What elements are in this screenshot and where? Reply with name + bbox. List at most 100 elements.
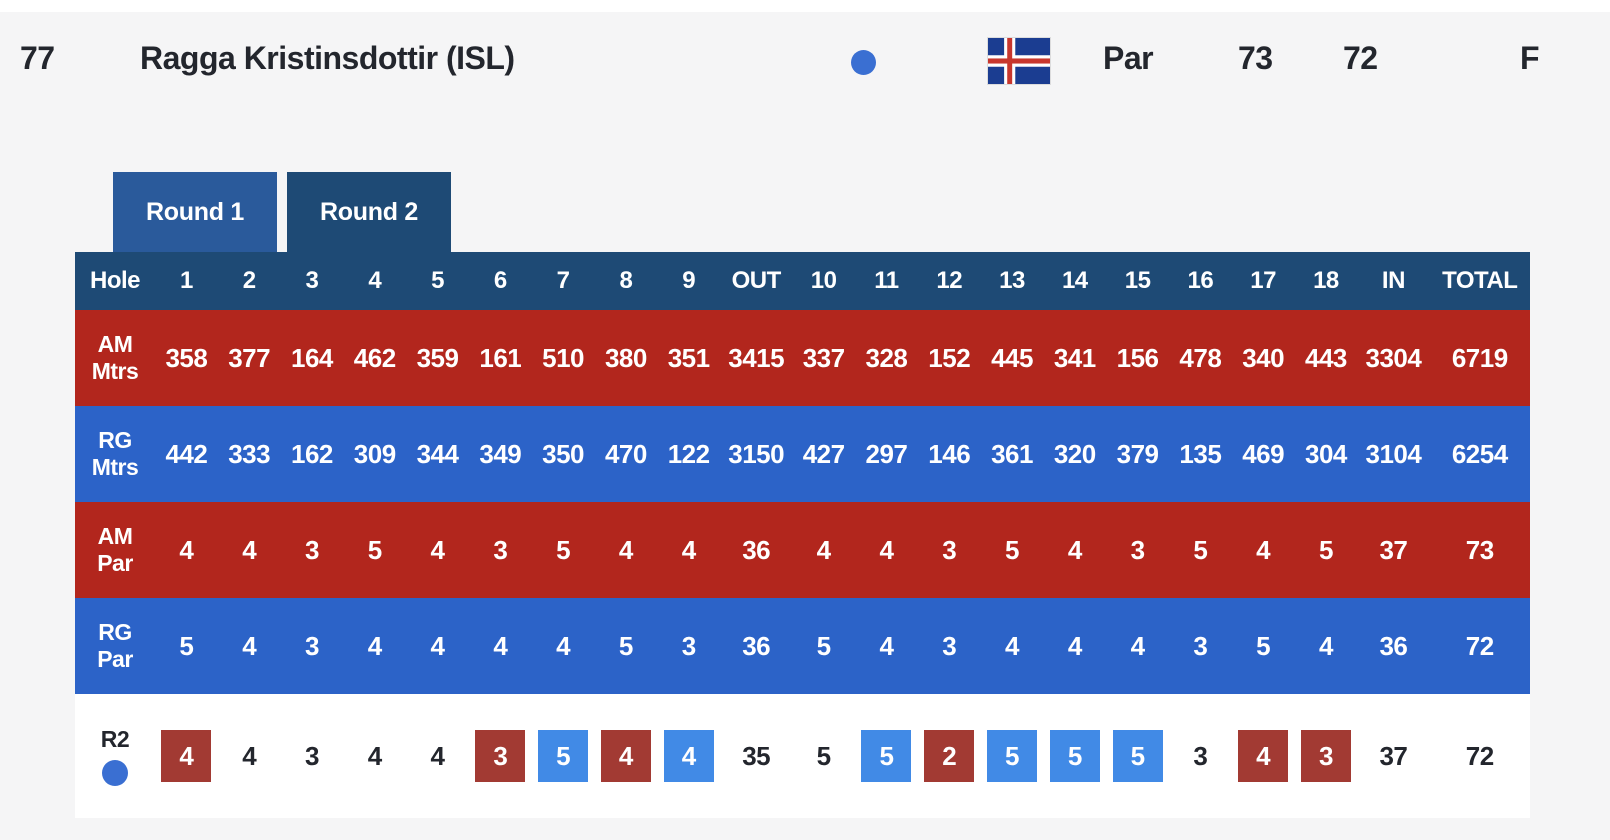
score-cell: 5	[1043, 730, 1106, 782]
column-header: 8	[619, 267, 633, 294]
score-cell: 5	[981, 730, 1044, 782]
value-cell: 161	[479, 342, 522, 373]
course-par-value: 73	[1238, 40, 1273, 76]
value-cell: 350	[542, 438, 585, 469]
score-cell: 72	[1465, 740, 1494, 771]
score-cell: 35	[742, 740, 771, 771]
scorecard-row-am-par: AM Par 4 4 3 5 4 3 5 4 4 36 4 4 3 5 4 3 5 4 5 37 73	[75, 502, 1530, 598]
value-cell: 351	[667, 342, 710, 373]
score-cell: 4	[367, 740, 382, 771]
value-cell: 122	[667, 438, 710, 469]
value-cell: 5	[556, 534, 571, 565]
value-cell: 4	[179, 534, 194, 565]
column-header: 3	[305, 267, 319, 294]
value-cell: 3	[942, 534, 957, 565]
value-cell: 4	[493, 630, 508, 661]
value-cell: 333	[228, 438, 271, 469]
value-cell: 309	[353, 438, 396, 469]
value-cell: 3	[681, 630, 696, 661]
column-header: 12	[936, 267, 963, 294]
value-cell: 3150	[728, 438, 785, 469]
row-label: RG Par	[97, 618, 133, 672]
column-header: OUT	[731, 267, 782, 294]
value-cell: 320	[1053, 438, 1096, 469]
score-cell: 4	[657, 730, 720, 782]
column-header: TOTAL	[1442, 267, 1518, 294]
value-cell: 462	[353, 342, 396, 373]
value-cell: 4	[1067, 630, 1082, 661]
tab-round-2[interactable]: Round 2	[287, 172, 451, 252]
value-cell: 4	[367, 630, 382, 661]
value-cell: 470	[604, 438, 647, 469]
value-cell: 328	[865, 342, 908, 373]
row-label-r2: R2	[75, 726, 155, 786]
round-tabs: Round 1 Round 2	[113, 172, 451, 252]
value-cell: 5	[367, 534, 382, 565]
round-status: F	[1520, 40, 1540, 76]
scorecard-row-rg-par: RG Par 5 4 3 4 4 4 4 5 3 36 5 4 3 4 4 4 3 5 4 36 72	[75, 598, 1530, 694]
value-cell: 6719	[1451, 342, 1508, 373]
score-cell: 5	[816, 740, 831, 771]
score-cell: 5	[1106, 730, 1169, 782]
column-header: IN	[1381, 267, 1406, 294]
value-cell: 146	[928, 438, 971, 469]
value-cell: 510	[542, 342, 585, 373]
value-cell: 337	[802, 342, 845, 373]
score-box-birdie: 4	[600, 730, 651, 782]
value-cell: 36	[1379, 630, 1408, 661]
column-header-hole: Hole	[89, 266, 141, 294]
value-cell: 135	[1179, 438, 1222, 469]
value-cell: 3	[942, 630, 957, 661]
value-cell: 4	[1005, 630, 1019, 661]
value-cell: 427	[802, 438, 845, 469]
value-cell: 4	[816, 534, 831, 565]
score-cell: 37	[1379, 740, 1408, 771]
value-cell: 3104	[1365, 438, 1422, 469]
iceland-flag-icon	[988, 38, 1050, 84]
player-name: Ragga Kristinsdottir (ISL)	[140, 40, 515, 76]
value-cell: 36	[742, 630, 771, 661]
column-header: 13	[999, 267, 1025, 294]
score-box-bogey: 5	[1112, 730, 1163, 782]
value-cell: 5	[1005, 534, 1019, 565]
column-header: 16	[1187, 267, 1214, 294]
score-cell: 3	[469, 730, 532, 782]
value-cell: 359	[416, 342, 459, 373]
column-header: 11	[874, 267, 899, 294]
value-cell: 162	[291, 438, 333, 469]
value-cell: 3	[1193, 630, 1208, 661]
score-cell: 5	[855, 730, 918, 782]
column-header: 1	[179, 267, 193, 294]
score-cell: 3	[1193, 740, 1208, 771]
value-cell: 442	[165, 438, 208, 469]
value-cell: 152	[928, 342, 971, 373]
column-header: 18	[1313, 267, 1339, 294]
value-cell: 164	[291, 342, 333, 373]
value-cell: 37	[1379, 534, 1408, 565]
value-cell: 380	[604, 342, 647, 373]
value-cell: 358	[165, 342, 208, 373]
value-cell: 5	[618, 630, 633, 661]
value-cell: 3	[304, 534, 319, 565]
value-cell: 297	[865, 438, 908, 469]
tab-round-1[interactable]: Round 1	[113, 172, 277, 252]
score-cell: 4	[1232, 730, 1295, 782]
value-cell: 4	[556, 630, 571, 661]
value-cell: 478	[1179, 342, 1222, 373]
value-cell: 3	[304, 630, 319, 661]
player-row[interactable]: 77 Ragga Kristinsdottir (ISL) Par 73 72 …	[0, 26, 1610, 106]
score-box-bogey: 5	[861, 730, 912, 782]
value-cell: 5	[816, 630, 831, 661]
par-label: Par	[1103, 40, 1154, 76]
scorecard-table: Hole 1 2 3 4 5 6 7 8 9 OUT 10 11 12 13 14 15 16 17 18 IN TOTA…	[75, 252, 1530, 818]
player-status-dot	[851, 50, 876, 75]
scorecard-row-am-mtrs: AM Mtrs 358 377 164 462 359 161 510 380 351 3415 33…	[75, 310, 1530, 406]
value-cell: 5	[1256, 630, 1271, 661]
value-cell: 5	[1318, 534, 1333, 565]
column-header: 6	[493, 267, 507, 294]
value-cell: 4	[242, 630, 257, 661]
score-cell: 3	[304, 740, 319, 771]
value-cell: 156	[1116, 342, 1159, 373]
row-label: AM Par	[97, 522, 133, 576]
